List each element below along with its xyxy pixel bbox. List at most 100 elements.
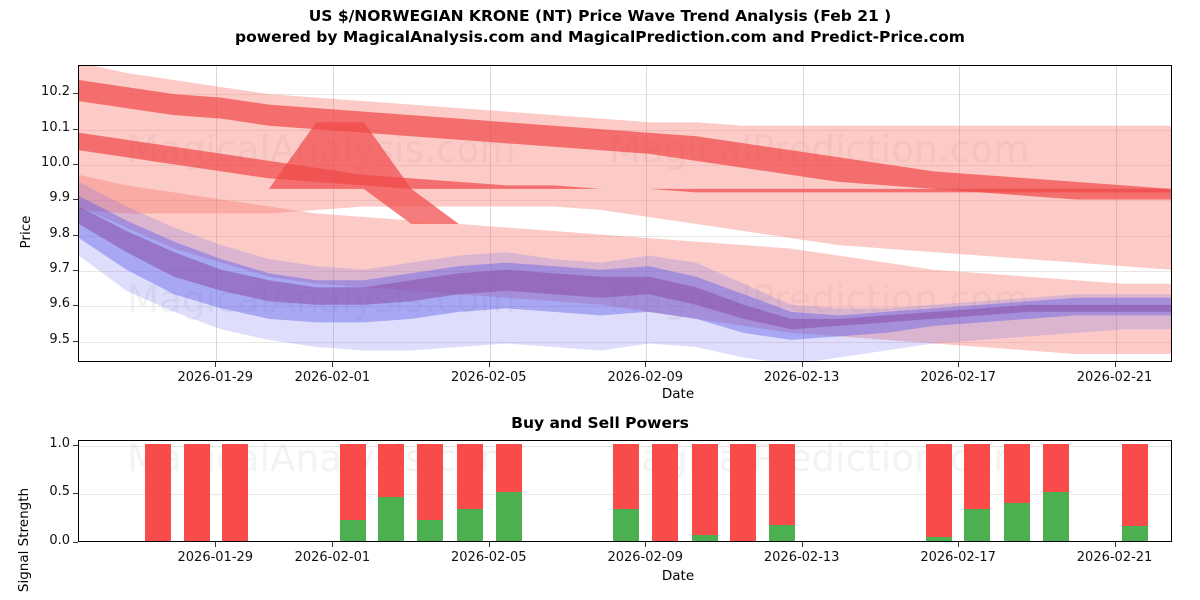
signal-ytick-mark bbox=[73, 444, 78, 446]
price-gridline-v bbox=[333, 66, 335, 361]
signal-ytick-label: 0.0 bbox=[49, 533, 70, 548]
price-ytick-mark bbox=[73, 93, 78, 95]
signal-bar-buy-segment bbox=[925, 537, 952, 541]
signal-bar[interactable] bbox=[730, 443, 757, 541]
signal-bar[interactable] bbox=[1003, 443, 1030, 541]
price-xtick-label: 2026-02-01 bbox=[294, 370, 371, 385]
signal-bar-buy-segment bbox=[495, 492, 522, 541]
signal-bar-buy-segment bbox=[613, 508, 639, 541]
signal-bar[interactable] bbox=[417, 443, 444, 541]
signal-bar-buy-segment bbox=[691, 535, 718, 541]
price-gridline-h bbox=[79, 129, 1171, 131]
signal-plot-area: MagicalAnalysis.comMagicalPrediction.com bbox=[79, 441, 1171, 541]
price-xtick-label: 2026-01-29 bbox=[177, 370, 254, 385]
signal-xtick-label: 2026-02-09 bbox=[607, 550, 684, 565]
signal-bar[interactable] bbox=[769, 443, 796, 541]
price-xaxis-title: Date bbox=[661, 386, 695, 402]
signal-bar[interactable] bbox=[456, 443, 483, 541]
signal-bar-sell-segment bbox=[456, 443, 483, 509]
signal-xtick-mark bbox=[958, 542, 960, 547]
signal-bar-sell-segment bbox=[417, 443, 444, 520]
price-gridline-h bbox=[79, 235, 1171, 237]
signal-xtick-label: 2026-02-01 bbox=[294, 550, 371, 565]
signal-bar[interactable] bbox=[652, 443, 679, 541]
price-xtick-label: 2026-02-17 bbox=[920, 370, 996, 385]
price-gridline-v bbox=[802, 66, 804, 361]
price-ytick-label: 10.2 bbox=[41, 84, 70, 100]
signal-bar-buy-segment bbox=[1121, 526, 1148, 541]
price-ytick-label: 9.5 bbox=[49, 331, 70, 347]
signal-xaxis-title: Date bbox=[661, 568, 695, 584]
price-xtick-label: 2026-02-21 bbox=[1076, 370, 1153, 385]
signal-ytick-label: 0.5 bbox=[49, 484, 70, 500]
price-band-red-band-lower-wide bbox=[79, 174, 1171, 354]
price-wave-bands bbox=[79, 66, 1171, 361]
price-ytick-mark bbox=[73, 340, 78, 342]
signal-bar-sell-segment bbox=[339, 443, 366, 520]
signal-bar[interactable] bbox=[1121, 443, 1148, 541]
page-subtitle: powered by MagicalAnalysis.com and Magic… bbox=[235, 28, 965, 46]
price-ytick-mark bbox=[73, 305, 78, 307]
signal-bar-sell-segment bbox=[1121, 443, 1148, 527]
price-xtick-label: 2026-02-05 bbox=[451, 370, 527, 385]
title-block: US $/NORWEGIAN KRONE (NT) Price Wave Tre… bbox=[0, 6, 1200, 48]
price-xtick-mark bbox=[215, 362, 217, 367]
signal-ytick-label: 1.0 bbox=[49, 435, 70, 451]
signal-bar-buy-segment bbox=[1003, 503, 1030, 541]
signal-bar-buy-segment bbox=[769, 525, 796, 541]
price-gridline-v bbox=[959, 66, 961, 361]
price-gridline-h bbox=[79, 200, 1171, 202]
signal-bar[interactable] bbox=[925, 443, 952, 541]
signal-bar-sell-segment bbox=[222, 443, 249, 541]
price-ytick-label: 10.1 bbox=[41, 119, 70, 135]
signal-bar-sell-segment bbox=[691, 443, 718, 536]
price-ytick-mark bbox=[73, 270, 78, 272]
signal-bar[interactable] bbox=[144, 443, 171, 541]
signal-bar-sell-segment bbox=[925, 443, 952, 538]
price-xtick-mark bbox=[1114, 362, 1116, 367]
signal-bar[interactable] bbox=[964, 443, 991, 541]
price-wave-chart-panel: MagicalAnalysis.comMagicalPrediction.com… bbox=[78, 65, 1172, 362]
price-gridline-v bbox=[216, 66, 218, 361]
signal-xtick-mark bbox=[1114, 542, 1116, 547]
price-yaxis-title: Price bbox=[18, 215, 34, 249]
signal-xtick-label: 2026-02-17 bbox=[920, 550, 996, 565]
price-ytick-label: 9.9 bbox=[49, 190, 70, 206]
signal-xtick-mark bbox=[332, 542, 334, 547]
signal-bar[interactable] bbox=[1042, 443, 1069, 541]
price-ytick-mark bbox=[73, 199, 78, 201]
signal-bar[interactable] bbox=[339, 443, 366, 541]
signal-bar-sell-segment bbox=[1003, 443, 1030, 504]
signal-ytick-mark bbox=[73, 493, 78, 495]
signal-bar-sell-segment bbox=[769, 443, 796, 526]
signal-bar-buy-segment bbox=[339, 519, 366, 541]
signal-bar-sell-segment bbox=[1042, 443, 1069, 493]
signal-bar[interactable] bbox=[495, 443, 522, 541]
price-ytick-label: 9.8 bbox=[49, 225, 70, 241]
signal-bar[interactable] bbox=[691, 443, 718, 541]
price-ytick-label: 9.7 bbox=[49, 261, 70, 277]
signal-xtick-mark bbox=[488, 542, 490, 547]
signal-bar[interactable] bbox=[184, 443, 211, 541]
signal-bar-sell-segment bbox=[652, 443, 679, 541]
signal-xtick-mark bbox=[801, 542, 803, 547]
signal-bar-sell-segment bbox=[495, 443, 522, 493]
signal-bar-buy-segment bbox=[417, 519, 444, 541]
price-gridline-h bbox=[79, 306, 1171, 308]
signal-bar[interactable] bbox=[222, 443, 249, 541]
buy-sell-powers-panel: MagicalAnalysis.comMagicalPrediction.com bbox=[78, 440, 1172, 542]
price-ytick-mark bbox=[73, 234, 78, 236]
price-xtick-label: 2026-02-09 bbox=[607, 370, 684, 385]
price-xtick-mark bbox=[332, 362, 334, 367]
price-gridline-v bbox=[489, 66, 491, 361]
signal-bar-buy-segment bbox=[377, 497, 404, 541]
price-gridline-h bbox=[79, 165, 1171, 166]
signal-bar[interactable] bbox=[377, 443, 404, 541]
price-ytick-mark bbox=[73, 164, 78, 165]
signal-bar[interactable] bbox=[613, 443, 639, 541]
signal-bar-sell-segment bbox=[184, 443, 211, 541]
signal-bar-sell-segment bbox=[377, 443, 404, 498]
price-gridline-v bbox=[646, 66, 648, 361]
signal-chart-title: Buy and Sell Powers bbox=[511, 414, 689, 432]
